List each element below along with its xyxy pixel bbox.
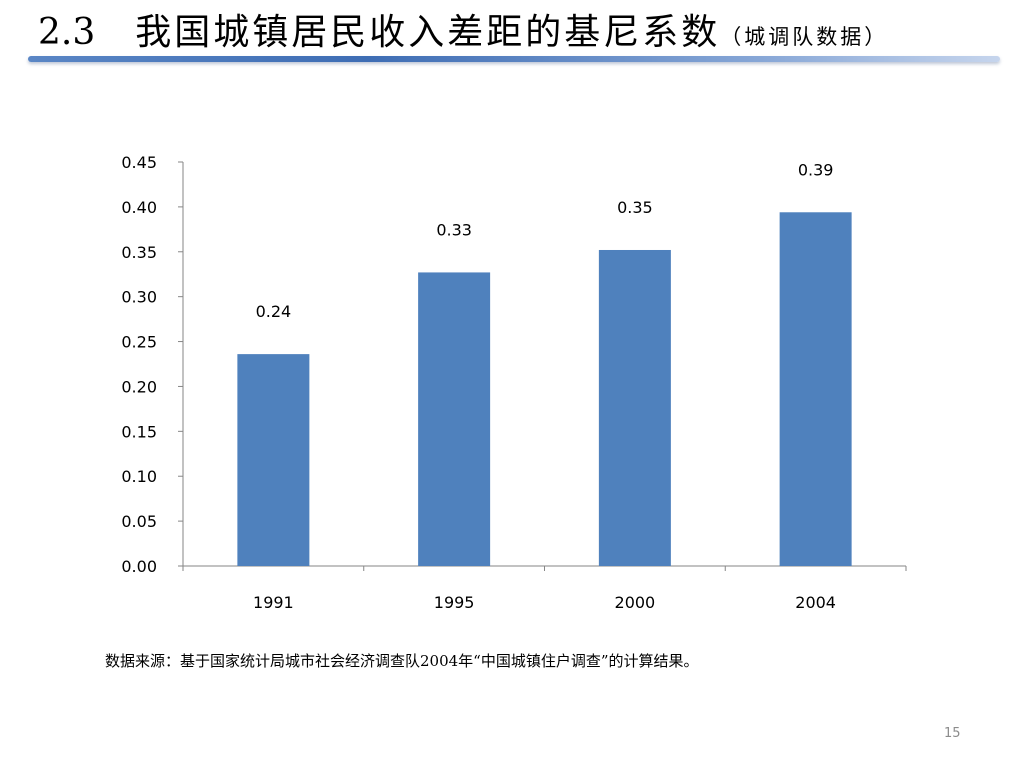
bar-1991 [237, 354, 310, 566]
title-number: 2.3 [38, 12, 96, 53]
x-tick-label-2004: 2004 [795, 593, 836, 612]
slide-title: 2.3 我国城镇居民收入差距的基尼系数（城调队数据） [38, 10, 888, 62]
title-note: （城调队数据） [720, 25, 889, 49]
y-tick-label: 0.15 [121, 422, 157, 441]
y-tick-label: 0.40 [121, 198, 157, 217]
bar-1995 [418, 272, 491, 566]
y-tick-label: 0.30 [121, 288, 157, 307]
x-tick-label-1995: 1995 [434, 593, 475, 612]
y-tick-label: 0.35 [121, 243, 157, 262]
x-tick-label-1991: 1991 [253, 593, 294, 612]
y-tick-label: 0.10 [121, 467, 157, 486]
y-tick-label: 0.00 [121, 557, 157, 576]
data-label-1991: 0.24 [256, 302, 292, 321]
y-tick-label: 0.25 [121, 333, 157, 352]
data-label-1995: 0.33 [436, 220, 472, 239]
data-label-2000: 0.35 [617, 198, 653, 217]
data-label-2004: 0.39 [798, 160, 834, 179]
title-underline [28, 56, 1000, 62]
y-tick-label: 0.05 [121, 512, 157, 531]
title-text: 我国城镇居民收入差距的基尼系数 [135, 12, 721, 53]
page-number: 15 [944, 726, 961, 741]
source-footnote: 数据来源：基于国家统计局城市社会经济调查队2004年“中国城镇住户调查”的计算结… [105, 652, 699, 670]
bar-2004 [779, 212, 852, 566]
y-tick-label: 0.20 [121, 377, 157, 396]
x-tick-label-2000: 2000 [615, 593, 656, 612]
gini-bar-chart: 0.00 0.05 0.10 0.15 0.20 0.25 0.30 0.35 0.40 0.45… [121, 153, 907, 612]
bar-2000 [598, 249, 671, 566]
y-tick-label: 0.45 [121, 153, 157, 172]
